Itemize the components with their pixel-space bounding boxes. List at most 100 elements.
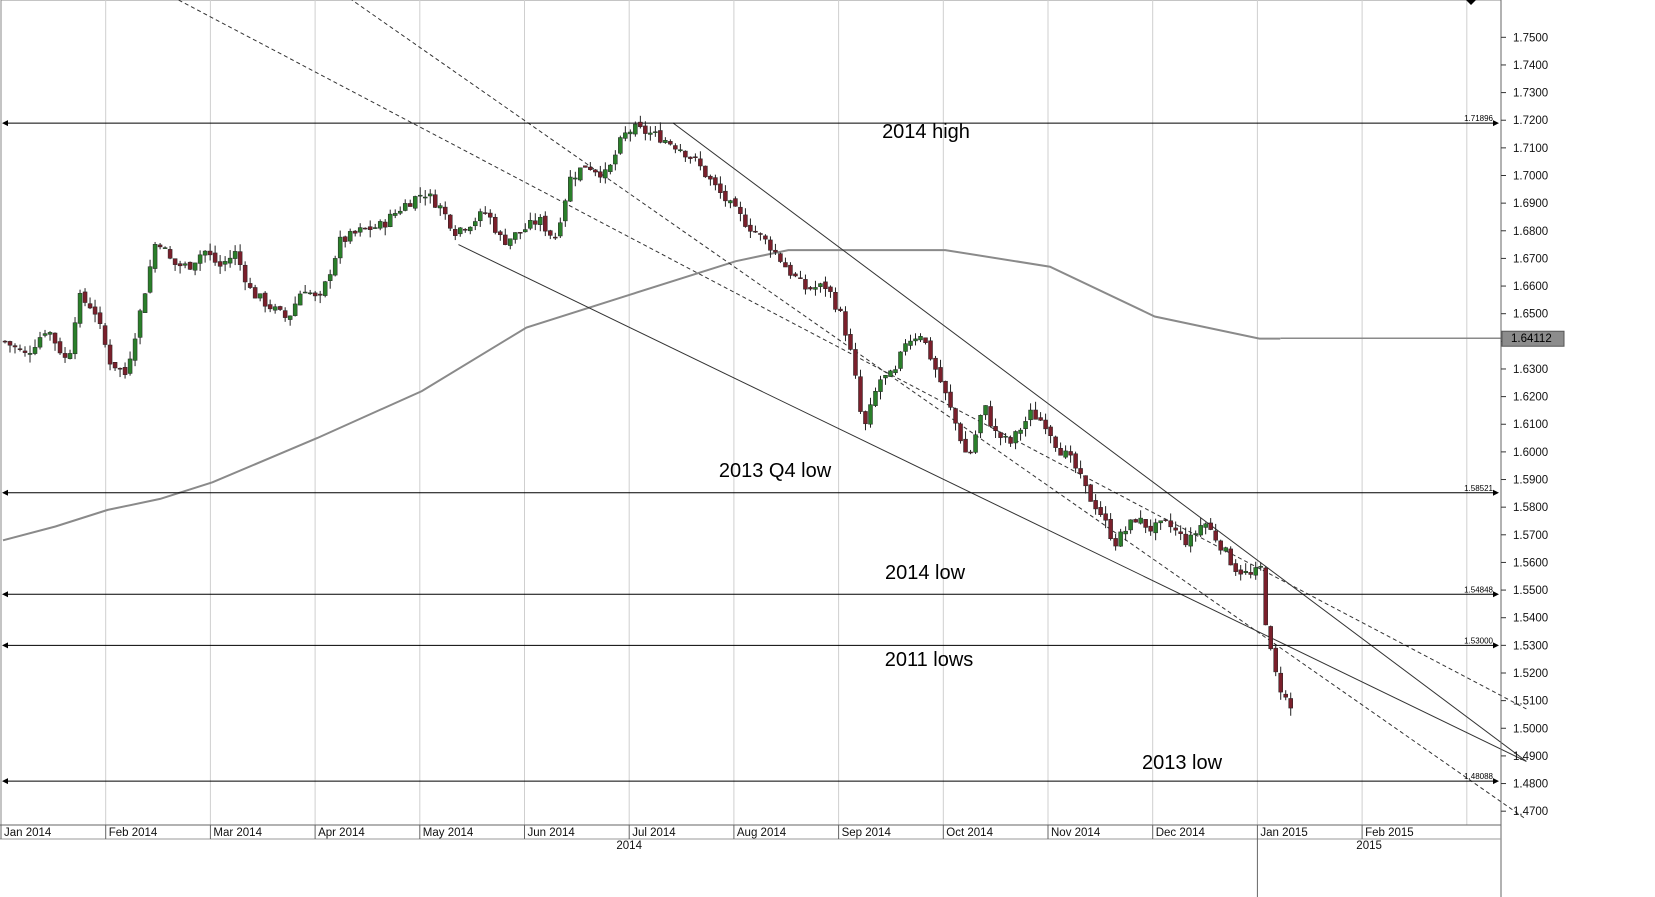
price-tick-label: 1.5200	[1513, 668, 1548, 680]
candle-up	[427, 193, 433, 197]
candle-down	[277, 306, 283, 310]
candle-up	[152, 244, 158, 269]
level-left-arrow-icon	[2, 489, 8, 496]
moving-average-layer	[2, 249, 1501, 542]
candle-down	[252, 287, 258, 299]
candle-down	[447, 214, 453, 229]
candle-up	[633, 123, 638, 135]
candle-up	[478, 211, 483, 222]
candle-up	[818, 283, 823, 287]
candle-down	[808, 287, 813, 290]
candle-down	[1008, 437, 1013, 444]
candle-down	[382, 221, 388, 228]
solid-trendline-1	[672, 122, 1527, 762]
candle-down	[763, 235, 768, 240]
candle-up	[37, 337, 43, 348]
level-left-arrow-icon	[2, 642, 8, 649]
candle-up	[878, 379, 883, 392]
candle-down	[453, 229, 458, 236]
candle-up	[618, 137, 623, 154]
candle-down	[7, 341, 13, 346]
candle-down	[1148, 525, 1153, 532]
candle-down	[1038, 417, 1043, 421]
level-tag-label: 1.48088	[1464, 772, 1493, 781]
candle-down	[157, 244, 163, 248]
candle-down	[988, 406, 993, 427]
candle-up	[678, 149, 683, 152]
candle-up	[197, 254, 203, 264]
candle-down	[643, 125, 648, 134]
annotation-label-4: 2011 lows	[885, 649, 974, 671]
candle-down	[217, 261, 223, 267]
candle-up	[337, 236, 343, 259]
candle-down	[87, 303, 93, 309]
candle-up	[613, 154, 618, 165]
candle-down	[768, 239, 773, 251]
candle-up	[628, 131, 633, 135]
month-label: Nov 2014	[1051, 827, 1101, 839]
level-tag-label: 1.58521	[1464, 484, 1493, 493]
candle-up	[458, 227, 463, 235]
candle-down	[1098, 507, 1103, 515]
candle-down	[838, 308, 843, 311]
candle-down	[863, 411, 868, 425]
candle-down	[407, 203, 413, 207]
candle-down	[1103, 513, 1108, 521]
candle-up	[868, 404, 873, 425]
last-price-label: 1.64112	[1511, 333, 1552, 345]
month-label: Apr 2014	[318, 827, 365, 839]
candle-down	[483, 212, 488, 214]
candle-up	[32, 347, 38, 354]
candle-down	[102, 325, 108, 345]
candle-down	[1058, 448, 1063, 456]
candle-up	[523, 229, 528, 233]
price-tick-label: 1.4800	[1513, 779, 1548, 791]
candle-up	[1193, 533, 1198, 536]
candle-up	[978, 415, 983, 434]
candle-down	[1233, 563, 1238, 572]
candle-up	[873, 390, 878, 406]
candle-up	[417, 194, 423, 197]
level-tag-label: 1.53000	[1464, 636, 1493, 645]
candle-down	[1068, 451, 1073, 456]
month-label: Oct 2014	[946, 827, 993, 839]
candle-up	[538, 217, 543, 225]
candle-down	[738, 206, 743, 214]
last-price-box	[1501, 330, 1565, 347]
candle-down	[1288, 698, 1293, 709]
price-tick-label: 1.6300	[1513, 364, 1548, 376]
candle-down	[1283, 693, 1288, 698]
candle-up	[437, 205, 443, 209]
candle-up	[893, 369, 898, 374]
month-label: Aug 2014	[737, 827, 787, 839]
candle-up	[513, 232, 518, 240]
corner-marker-icon	[1466, 0, 1476, 5]
candle-down	[778, 253, 783, 262]
candle-up	[132, 338, 138, 361]
candle-up	[528, 220, 533, 229]
candle-down	[833, 292, 838, 310]
candle-up	[563, 200, 568, 222]
candle-up	[292, 303, 298, 316]
candle-down	[658, 130, 663, 143]
level-tag-label: 1.71896	[1464, 114, 1493, 123]
month-label: Jan 2015	[1260, 827, 1307, 839]
level-right-arrow-icon	[1493, 591, 1499, 598]
candle-up	[302, 291, 308, 294]
candle-down	[793, 273, 798, 277]
candle-up	[347, 231, 353, 242]
candle-down	[22, 350, 28, 353]
candle-up	[182, 263, 188, 266]
candle-down	[963, 438, 968, 453]
candle-down	[1078, 468, 1083, 474]
candle-down	[237, 251, 243, 265]
price-tick-label: 1.6600	[1513, 281, 1548, 293]
level-tag-label: 1.54848	[1464, 585, 1493, 594]
candle-down	[1208, 522, 1213, 530]
price-tick-label: 1.6800	[1513, 226, 1548, 238]
year-label-2015: 2015	[1356, 840, 1382, 852]
candle-up	[272, 306, 278, 311]
candle-down	[733, 198, 738, 207]
price-tick-label: 1.6500	[1513, 309, 1548, 321]
candle-up	[332, 258, 338, 276]
